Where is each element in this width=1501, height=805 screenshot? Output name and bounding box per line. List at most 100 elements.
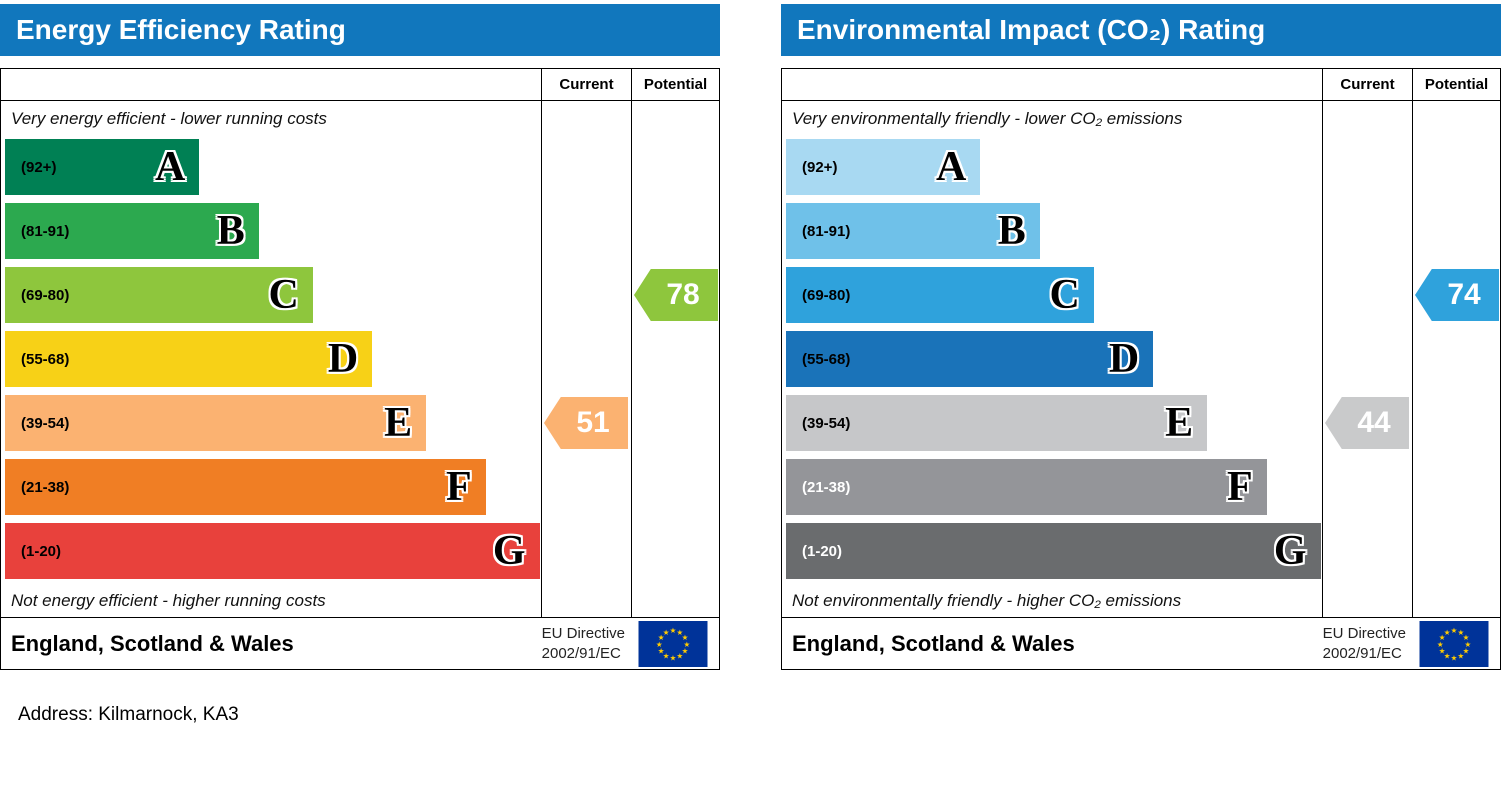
top-caption: Very environmentally friendly - lower CO… xyxy=(792,109,1183,128)
band-letter: E xyxy=(384,400,413,446)
band-range: (1-20) xyxy=(21,542,62,560)
region-label: England, Scotland & Wales xyxy=(792,630,1075,656)
band-row-d: (55-68) D xyxy=(1,327,541,391)
table-body: Very energy efficient - lower running co… xyxy=(1,101,719,617)
band-row-g: (1-20) G xyxy=(782,519,1322,583)
svg-text:★: ★ xyxy=(1451,625,1458,634)
svg-text:★: ★ xyxy=(1444,627,1451,636)
band-range: (69-80) xyxy=(802,286,851,304)
environmental-impact-title: Environmental Impact (CO₂) Rating xyxy=(797,14,1266,45)
band-bar-e: (39-54) E xyxy=(5,395,427,451)
band-letter: D xyxy=(1108,336,1140,382)
band-row-b: (81-91) B xyxy=(1,199,541,263)
svg-text:★: ★ xyxy=(663,651,670,660)
band-row-e: (39-54) E xyxy=(782,391,1322,455)
band-letter: B xyxy=(216,208,245,254)
band-letter: G xyxy=(492,528,526,574)
bottom-caption: Not environmentally friendly - higher CO… xyxy=(792,591,1182,610)
table-footer: England, Scotland & Wales EU Directive 2… xyxy=(1,617,719,669)
band-bar-g: (1-20) G xyxy=(786,523,1321,579)
band-letter: A xyxy=(155,144,186,190)
potential-column-header: Potential xyxy=(1412,69,1500,100)
band-row-f: (21-38) F xyxy=(1,455,541,519)
band-bar-d: (55-68) D xyxy=(786,331,1154,387)
potential-rating-value: 78 xyxy=(666,278,700,311)
band-area: Very energy efficient - lower running co… xyxy=(1,101,541,617)
band-row-a: (92+) A xyxy=(782,135,1322,199)
top-caption: Very energy efficient - lower running co… xyxy=(11,109,327,128)
eu-directive-label: EU Directive 2002/91/EC xyxy=(1323,624,1406,663)
band-row-c: (69-80) C xyxy=(1,263,541,327)
band-row-f: (21-38) F xyxy=(782,455,1322,519)
eu-directive-line2: 2002/91/EC xyxy=(541,644,621,662)
energy-efficiency-table: Current Potential Very energy efficient … xyxy=(0,68,720,670)
band-range: (21-38) xyxy=(802,478,851,496)
band-range: (39-54) xyxy=(802,414,851,432)
svg-text:★: ★ xyxy=(663,627,670,636)
eu-flag-icon: ★ ★★ ★★★ ★★★ ★★★ xyxy=(638,620,708,667)
current-column-header: Current xyxy=(541,69,631,100)
current-rating-value: 44 xyxy=(1357,406,1391,439)
band-range: (55-68) xyxy=(21,350,70,368)
table-header-row: Current Potential xyxy=(1,69,719,101)
band-letter: E xyxy=(1165,400,1194,446)
svg-text:★: ★ xyxy=(1444,651,1451,660)
band-letter: F xyxy=(1226,464,1253,510)
environmental-impact-table: Current Potential Very environmentally f… xyxy=(781,68,1501,670)
band-bar-f: (21-38) F xyxy=(786,459,1267,515)
current-column: 51 xyxy=(541,101,631,617)
eu-flag-icon: ★ ★★ ★★★ ★★★ ★★★ xyxy=(1419,620,1489,667)
svg-text:★: ★ xyxy=(1463,646,1470,655)
band-letter: C xyxy=(1049,272,1080,318)
energy-efficiency-title: Energy Efficiency Rating xyxy=(16,14,346,45)
band-bar-c: (69-80) C xyxy=(786,267,1094,323)
band-range: (39-54) xyxy=(21,414,70,432)
potential-column-header: Potential xyxy=(631,69,719,100)
svg-text:★: ★ xyxy=(656,639,663,648)
table-body: Very environmentally friendly - lower CO… xyxy=(782,101,1500,617)
current-column: 44 xyxy=(1322,101,1412,617)
eu-directive-line2: 2002/91/EC xyxy=(1322,644,1402,662)
band-row-g: (1-20) G xyxy=(1,519,541,583)
eu-directive-line1: EU Directive xyxy=(1322,625,1406,642)
band-row-c: (69-80) C xyxy=(782,263,1322,327)
current-rating-value: 51 xyxy=(576,406,610,439)
band-range: (81-91) xyxy=(802,222,851,240)
band-bar-g: (1-20) G xyxy=(5,523,540,579)
potential-column: 78 xyxy=(631,101,719,617)
band-range: (55-68) xyxy=(802,350,851,368)
svg-text:★: ★ xyxy=(1451,653,1458,662)
band-range: (69-80) xyxy=(21,286,70,304)
band-letter: F xyxy=(445,464,472,510)
svg-text:★: ★ xyxy=(670,625,677,634)
band-bar-a: (92+) A xyxy=(786,139,981,195)
band-range: (1-20) xyxy=(802,542,843,560)
band-bar-b: (81-91) B xyxy=(786,203,1040,259)
current-rating-arrow: 44 xyxy=(1325,397,1409,449)
svg-text:★: ★ xyxy=(677,651,684,660)
band-row-a: (92+) A xyxy=(1,135,541,199)
potential-rating-arrow: 74 xyxy=(1415,269,1499,321)
address-line: Address: Kilmarnock, KA3 xyxy=(18,704,239,725)
current-column-header: Current xyxy=(1322,69,1412,100)
bottom-caption: Not energy efficient - higher running co… xyxy=(11,591,326,610)
svg-text:★: ★ xyxy=(658,632,665,641)
band-range: (81-91) xyxy=(21,222,70,240)
potential-rating-arrow: 78 xyxy=(634,269,718,321)
svg-text:★: ★ xyxy=(1439,632,1446,641)
band-bar-f: (21-38) F xyxy=(5,459,486,515)
svg-text:★: ★ xyxy=(1458,651,1465,660)
table-header-row: Current Potential xyxy=(782,69,1500,101)
svg-text:★: ★ xyxy=(1458,627,1465,636)
region-label: England, Scotland & Wales xyxy=(11,630,294,656)
eu-directive-label: EU Directive 2002/91/EC xyxy=(542,624,625,663)
band-letter: B xyxy=(997,208,1026,254)
energy-efficiency-header: Energy Efficiency Rating xyxy=(0,4,720,56)
band-range: (92+) xyxy=(21,158,57,176)
potential-column: 74 xyxy=(1412,101,1500,617)
environmental-impact-panel: Environmental Impact (CO₂) Rating Curren… xyxy=(781,4,1501,670)
band-letter: C xyxy=(268,272,299,318)
band-bar-e: (39-54) E xyxy=(786,395,1208,451)
rating-panels: Energy Efficiency Rating Current Potenti… xyxy=(0,4,1501,670)
energy-efficiency-panel: Energy Efficiency Rating Current Potenti… xyxy=(0,4,720,670)
